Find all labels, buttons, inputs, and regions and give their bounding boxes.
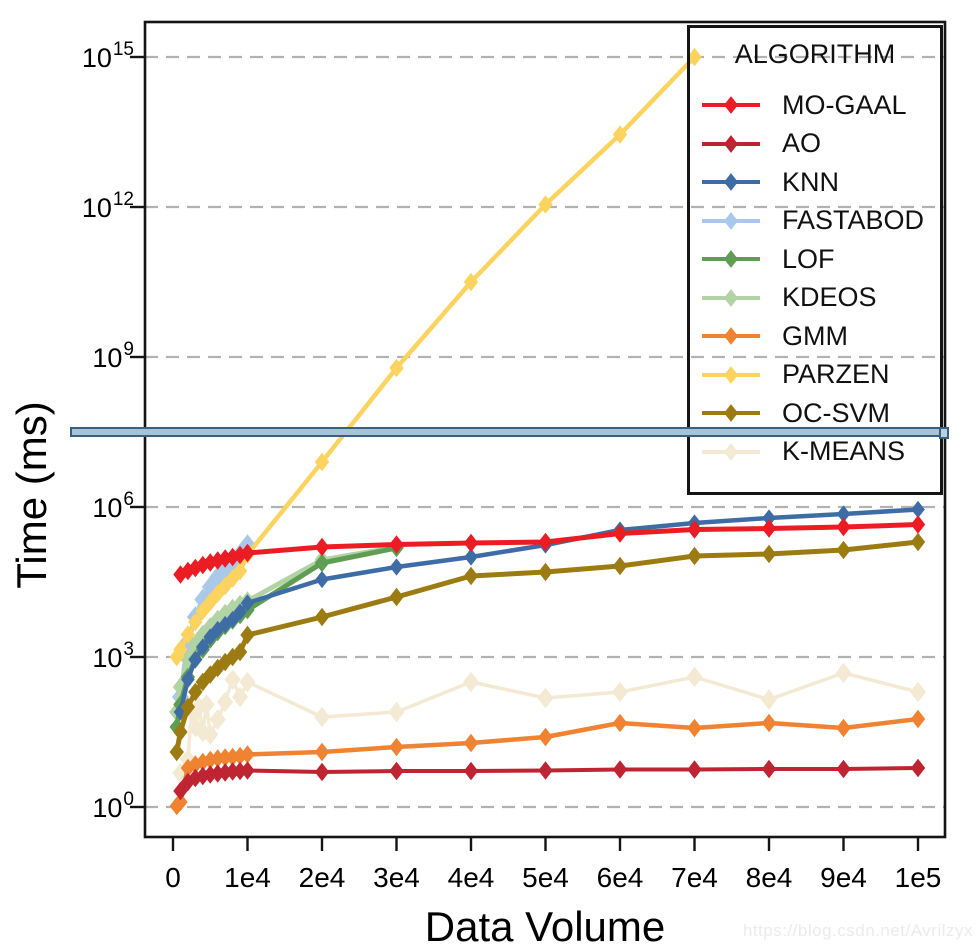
legend-item-parzen: PARZEN: [690, 356, 940, 395]
legend-item-label: K-MEANS: [782, 436, 906, 467]
legend-item-mo-gaal: MO-GAAL: [690, 86, 940, 125]
legend-item-label: LOF: [782, 243, 835, 274]
legend-swatch-icon: [702, 327, 760, 346]
y-tick-label: 106: [92, 489, 134, 523]
legend-item-label: FASTABOD: [782, 205, 925, 236]
legend: ALGORITHM MO-GAAL AO KNN FASTABOD LOF KDEOS GM…: [687, 25, 943, 495]
legend-item-gmm: GMM: [690, 317, 940, 356]
legend-items: MO-GAAL AO KNN FASTABOD LOF KDEOS GMM PARZEN OC-…: [690, 86, 940, 471]
series-k-means-markers: [172, 662, 927, 784]
legend-swatch-icon: [702, 442, 760, 461]
y-tick-label: 1012: [81, 189, 134, 223]
x-tick-label: 7e4: [671, 862, 718, 893]
legend-item-label: PARZEN: [782, 359, 890, 390]
legend-item-label: KDEOS: [782, 282, 877, 313]
x-tick-label: 9e4: [820, 862, 867, 893]
legend-item-fastabod: FASTABOD: [690, 202, 940, 241]
series-k-means-line: [178, 671, 920, 775]
legend-swatch-icon: [702, 250, 760, 269]
y-tick-label: 1015: [81, 39, 134, 73]
legend-item-knn: KNN: [690, 163, 940, 202]
legend-item-oc-svm: OC-SVM: [690, 394, 940, 433]
x-tick-label: 8e4: [745, 862, 793, 893]
x-tick-label: 2e4: [298, 862, 346, 893]
y-tick-label: 103: [92, 639, 134, 673]
legend-swatch-icon: [702, 288, 760, 307]
legend-item-label: MO-GAAL: [782, 89, 907, 120]
x-tick-label: 5e4: [522, 862, 569, 893]
legend-item-lof: LOF: [690, 240, 940, 279]
legend-item-k-means: K-MEANS: [690, 433, 940, 472]
legend-swatch-icon: [702, 96, 760, 115]
series-knn-markers: [173, 500, 925, 721]
legend-item-label: GMM: [782, 320, 848, 351]
series-oc-svm-markers: [169, 532, 926, 762]
legend-item-ao: AO: [690, 125, 940, 164]
x-tick-label: 4e4: [447, 862, 495, 893]
x-axis-title: Data Volume: [424, 903, 666, 950]
x-tick-label: 1e4: [224, 862, 271, 893]
x-tick-label: 6e4: [596, 862, 644, 893]
y-tick-label: 109: [92, 339, 134, 373]
legend-swatch-icon: [702, 134, 760, 153]
y-axis-title: Time (ms): [8, 401, 55, 589]
legend-swatch-icon: [702, 173, 760, 192]
series-ao-markers: [173, 758, 926, 801]
series-mo-gaal-markers: [173, 515, 926, 584]
legend-item-label: OC-SVM: [782, 397, 890, 428]
scrollbar-end-handle[interactable]: [939, 427, 949, 439]
x-tick-label: 0: [165, 862, 181, 893]
legend-item-label: KNN: [782, 166, 840, 197]
x-tick-label: 1e5: [894, 862, 942, 893]
legend-item-label: AO: [782, 128, 822, 159]
legend-swatch-icon: [702, 365, 760, 384]
horizontal-scrollbar-overlay[interactable]: [70, 427, 949, 439]
legend-swatch-icon: [702, 211, 760, 230]
y-tick-label: 100: [92, 789, 134, 823]
legend-item-kdeos: KDEOS: [690, 279, 940, 318]
series-parzen-markers: [169, 47, 702, 667]
legend-title: ALGORITHM: [734, 39, 896, 69]
watermark-link: https://blog.csdn.net/Avrilzyx: [742, 921, 973, 940]
legend-swatch-icon: [702, 404, 760, 423]
x-tick-label: 3e4: [373, 862, 420, 893]
